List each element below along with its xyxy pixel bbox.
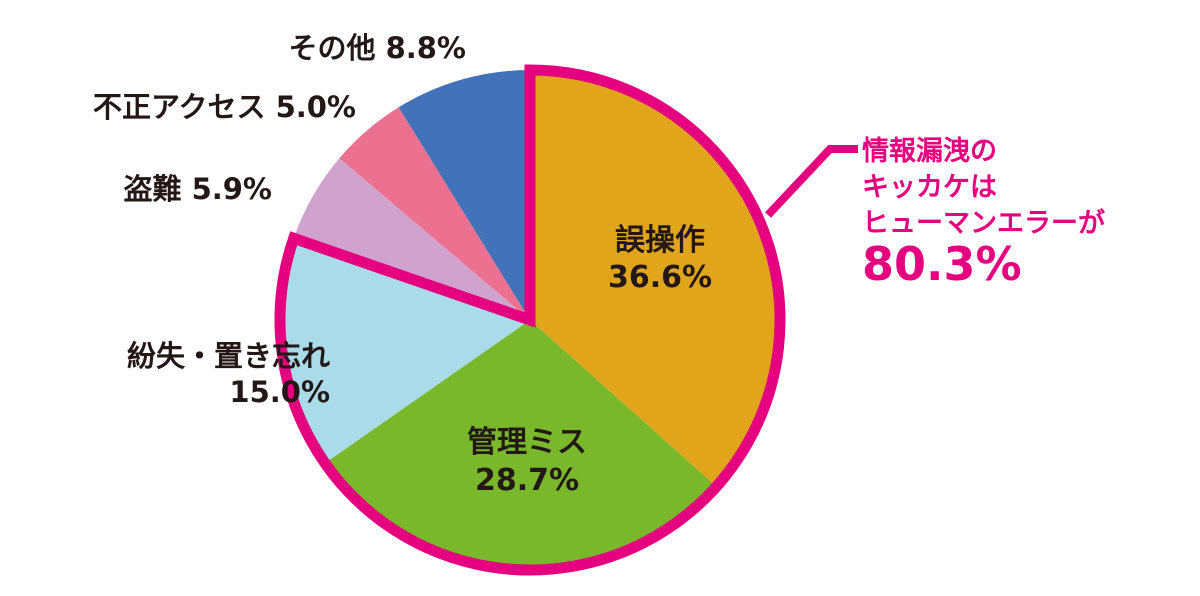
slice-label-unauthorized-access: 不正アクセス [93, 90, 266, 124]
slice-label-other: その他 [289, 31, 376, 65]
slice-label-theft: 盗難 [124, 172, 182, 206]
pie-slice-theft [293, 158, 530, 320]
slice-value-management-error: 28.7% [475, 463, 579, 498]
pie-slice-misoperation [530, 70, 781, 487]
pie-slice-unauthorized-access [339, 107, 530, 320]
slice-annotation-theft: 盗難 5.9% [124, 172, 272, 206]
slice-value-theft: 5.9% [192, 172, 272, 206]
callout-value: 80.3% [862, 237, 1022, 291]
callout-line-2: キッカケは [862, 172, 997, 203]
slice-annotation-unauthorized-access: 不正アクセス 5.0% [93, 90, 356, 124]
slice-value-misoperation: 36.6% [608, 260, 712, 295]
slice-label-management-error: 管理ミス [467, 425, 587, 460]
slice-label-misoperation: 誤操作 [615, 223, 705, 258]
slice-annotation-other: その他 8.8% [289, 31, 466, 65]
pie-slices [279, 70, 781, 571]
human-error-highlight-outline [274, 64, 786, 576]
callout-leader-line [765, 145, 858, 218]
callout-line-3: ヒューマンエラーが [862, 207, 1105, 239]
slice-label-loss: 紛失・置き忘れ [127, 339, 330, 373]
pie-slice-loss [279, 238, 530, 464]
pie-slice-management-error [325, 320, 717, 571]
callout-line-1: 情報漏洩の [862, 136, 997, 167]
pie-slice-other [398, 70, 530, 320]
slice-value-loss: 15.0% [229, 375, 330, 409]
slice-value-other: 8.8% [386, 31, 466, 65]
slice-value-unauthorized-access: 5.0% [276, 90, 356, 124]
